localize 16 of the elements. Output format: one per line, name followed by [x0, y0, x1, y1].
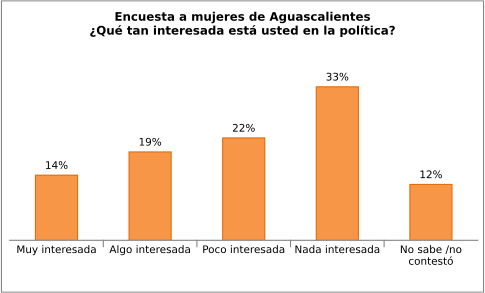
- bar: [409, 184, 453, 240]
- data-label: 19%: [140, 138, 162, 146]
- bar: [34, 174, 78, 240]
- x-tick-label: Algo interesada: [109, 245, 190, 256]
- x-tick-label: No sabe /no contestó: [400, 245, 462, 265]
- x-tick-label: Poco interesada: [203, 245, 284, 254]
- bar: [128, 151, 172, 240]
- data-label: 12%: [420, 170, 442, 178]
- chart-title: Encuesta a mujeres de Aguascalientes ¿Qué tan interesada está usted en la política?: [90, 12, 395, 38]
- x-tick-label: Nada interesada: [295, 245, 380, 254]
- bar: [222, 137, 266, 240]
- x-tick-label: Muy interesada: [17, 245, 96, 256]
- data-label: 14%: [46, 161, 68, 169]
- data-label: 33%: [326, 72, 348, 81]
- bar: [316, 86, 359, 240]
- data-label: 22%: [232, 124, 255, 132]
